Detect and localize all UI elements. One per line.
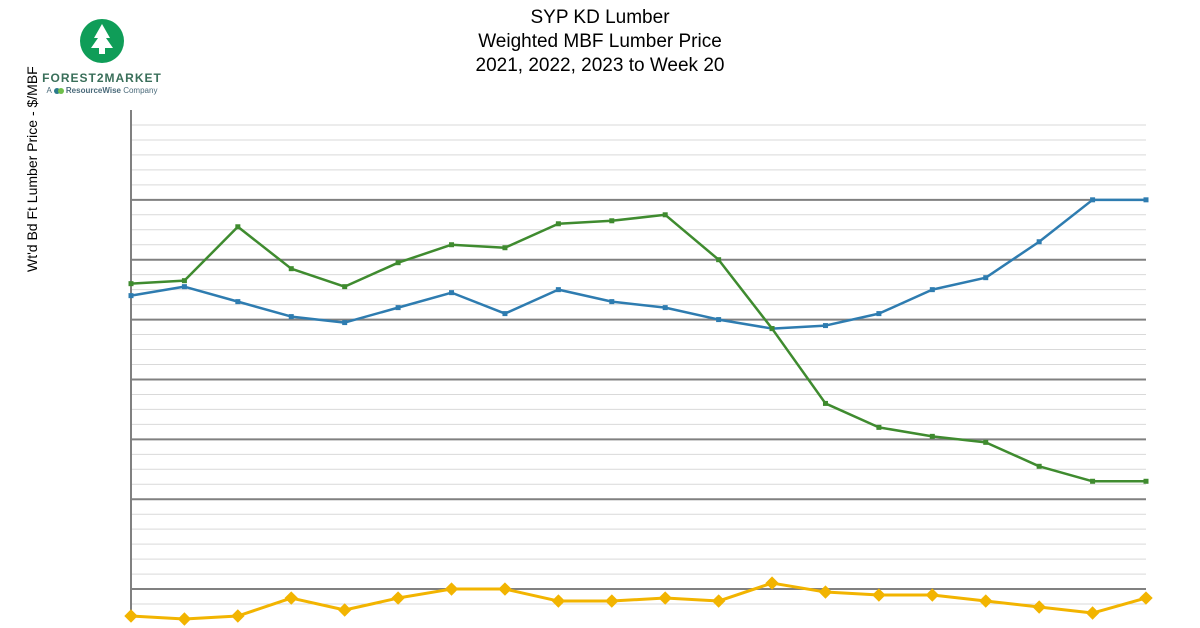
chart-area xyxy=(130,110,1150,620)
title-line-3: 2021, 2022, 2023 to Week 20 xyxy=(0,54,1200,78)
sub-brand-icon xyxy=(54,87,64,95)
logo-subtitle: A ResourceWise Company xyxy=(42,86,162,95)
title-line-1: SYP KD Lumber xyxy=(0,6,1200,30)
y-axis-label: Wt'd Bd Ft Lumber Price - $/MBF xyxy=(24,66,40,272)
title-line-2: Weighted MBF Lumber Price xyxy=(0,30,1200,54)
chart-title: SYP KD Lumber Weighted MBF Lumber Price … xyxy=(0,6,1200,77)
line-chart xyxy=(130,110,1150,620)
